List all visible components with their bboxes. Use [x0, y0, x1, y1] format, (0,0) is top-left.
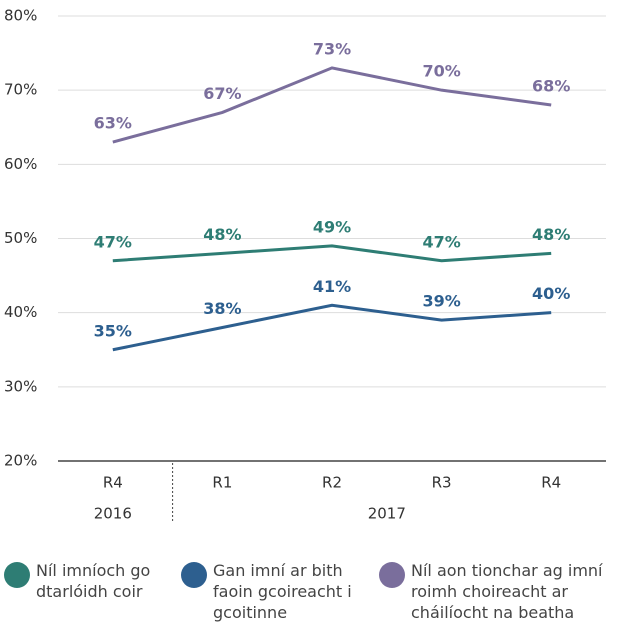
data-label: 49%: [313, 217, 351, 236]
legend-item: Gan imní ar bith faoin gcoireacht i gcoi…: [181, 560, 371, 623]
y-tick-label: 30%: [4, 377, 37, 395]
data-label: 47%: [422, 232, 460, 251]
x-tick-label: R2: [322, 474, 342, 492]
x-group-label: 2017: [368, 505, 406, 523]
data-label: 73%: [313, 39, 351, 58]
y-tick-label: 50%: [4, 229, 37, 247]
legend-item: Níl aon tionchar ag imní roimh choireach…: [379, 560, 624, 623]
legend-label: Níl imníoch go dtarlóidh coir: [36, 561, 151, 601]
y-tick-label: 60%: [4, 155, 37, 173]
legend: Níl imníoch go dtarlóidh coir Gan imní ar…: [0, 560, 628, 632]
data-label: 48%: [203, 225, 241, 244]
data-label: 47%: [94, 232, 132, 251]
x-group-label: 2016: [94, 505, 132, 523]
legend-swatch: [379, 562, 405, 588]
x-tick-label: R3: [432, 474, 452, 492]
data-label: 67%: [203, 84, 241, 103]
data-label: 68%: [532, 77, 570, 96]
legend-swatch: [181, 562, 207, 588]
series-line: [112, 244, 552, 263]
series-line: [112, 303, 552, 352]
data-label: 48%: [532, 225, 570, 244]
legend-label: Níl aon tionchar ag imní roimh choireach…: [411, 561, 603, 622]
legend-swatch: [4, 562, 30, 588]
legend-item: Níl imníoch go dtarlóidh coir: [4, 560, 176, 602]
data-label: 40%: [532, 284, 570, 303]
y-tick-label: 80%: [4, 7, 37, 25]
y-tick-label: 70%: [4, 81, 37, 99]
x-tick-label: R1: [212, 474, 232, 492]
data-label: 70%: [422, 62, 460, 81]
x-tick-label: R4: [103, 474, 123, 492]
series-line: [112, 66, 552, 144]
data-label: 39%: [422, 292, 460, 311]
y-tick-label: 20%: [4, 452, 37, 470]
data-label: 35%: [94, 321, 132, 340]
x-tick-label: R4: [541, 474, 561, 492]
legend-label: Gan imní ar bith faoin gcoireacht i gcoi…: [213, 561, 352, 622]
data-label: 63%: [94, 114, 132, 133]
data-label: 38%: [203, 299, 241, 318]
data-label: 41%: [313, 277, 351, 296]
y-tick-label: 40%: [4, 303, 37, 321]
chart: 20% 30% 40% 50% 60% 70% 80% R4 R1 R2 R3 R4 2016 2017 4…: [4, 7, 606, 523]
